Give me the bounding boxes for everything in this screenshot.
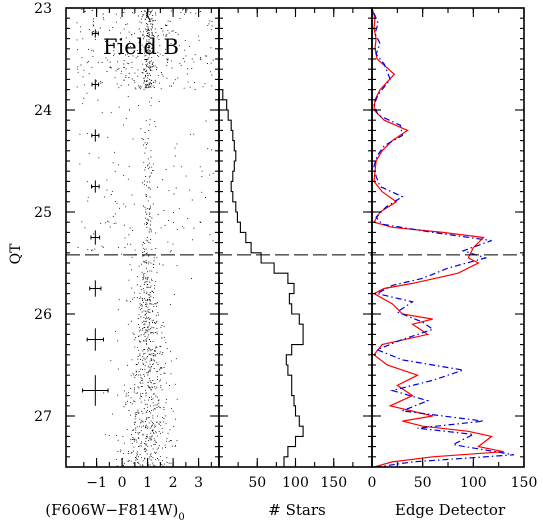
- edge-lines: [371, 7, 514, 468]
- y-tick-label: 26: [34, 307, 52, 323]
- edge-series-1: [373, 12, 514, 468]
- y-tick-label: 27: [34, 409, 52, 425]
- panel-frame-2: [371, 7, 525, 468]
- x-tick-label: 100: [460, 475, 487, 491]
- error-bar-6: [86, 328, 104, 351]
- x-tick-label: 1: [143, 475, 152, 491]
- x-tick-label: −1: [86, 475, 107, 491]
- error-bar-7: [82, 375, 109, 406]
- cmd-scatter-points: [76, 7, 214, 468]
- edge-series-0: [371, 7, 504, 468]
- panel-frame-1: [218, 7, 373, 468]
- error-bar-0: [91, 29, 99, 38]
- x-tick-label: 3: [194, 475, 203, 491]
- cmd-x-axis-label: (F606W−F814W)0: [45, 501, 185, 521]
- edge-x-axis-label: Edge Detector: [395, 501, 506, 519]
- panel-frame-0: [65, 7, 220, 468]
- x-tick-label: 150: [511, 475, 538, 491]
- ticks: [66, 7, 525, 467]
- x-tick-label: 2: [169, 475, 178, 491]
- error-bars: [82, 29, 109, 406]
- hist-x-axis-label: # Stars: [268, 501, 325, 519]
- y-tick-label: 23: [34, 1, 52, 17]
- histogram-line: [219, 89, 304, 467]
- x-tick-label: 0: [368, 475, 377, 491]
- y-axis-label: QT: [8, 243, 24, 264]
- error-bar-1: [91, 79, 100, 90]
- error-bar-5: [89, 280, 102, 297]
- frames: [65, 7, 525, 468]
- y-tick-label: 25: [34, 205, 52, 221]
- cmd-points: [76, 7, 214, 468]
- x-tick-label: 100: [282, 475, 309, 491]
- y-tick-label: 24: [34, 103, 52, 119]
- error-bar-2: [91, 129, 100, 142]
- x-tick-label: 150: [320, 475, 347, 491]
- x-tick-label: 50: [248, 475, 266, 491]
- x-tick-label: 0: [118, 475, 127, 491]
- histogram-step: [219, 89, 304, 467]
- error-bar-4: [90, 230, 101, 245]
- error-bar-3: [91, 180, 100, 193]
- panel-label: Field B: [103, 35, 179, 59]
- x-tick-label: 50: [414, 475, 432, 491]
